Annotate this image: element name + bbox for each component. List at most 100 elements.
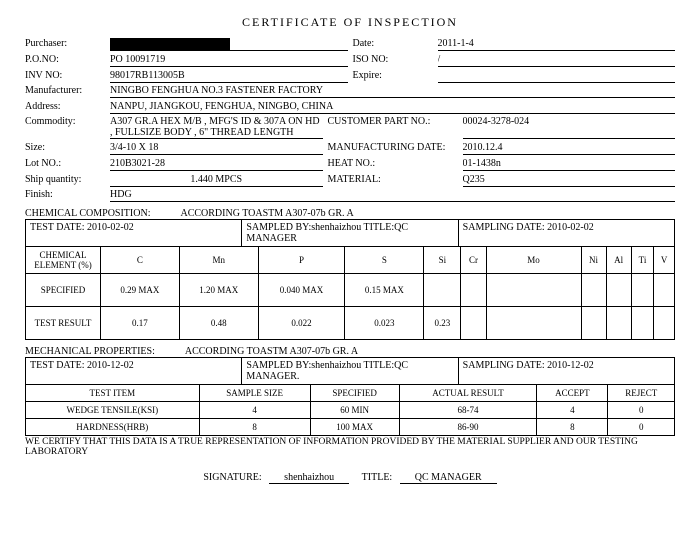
finish-value: HDG <box>110 189 675 202</box>
heatno-value: 01-1438n <box>463 158 676 171</box>
mech-cell: WEDGE TENSILE(KSI) <box>26 402 200 419</box>
commodity-value: A307 GR.A HEX M/B , MFG'S ID & 307A ON H… <box>110 116 323 139</box>
chem-col-header: Al <box>606 247 631 274</box>
chem-cell <box>486 274 581 307</box>
chem-sampledby: SAMPLED BY:shenhaizhou TITLE:QC MANAGER <box>242 220 458 246</box>
mech-testdate: TEST DATE: 2010-12-02 <box>26 358 242 384</box>
chem-cell: 0.040 MAX <box>258 274 345 307</box>
pono-value: PO 10091719 <box>110 54 348 67</box>
mech-subheader: TEST DATE: 2010-12-02 SAMPLED BY:shenhai… <box>25 357 675 384</box>
lotno-label: Lot NO.: <box>25 158 105 171</box>
chem-according: ACCORDING TOASTM A307-07b GR. A <box>180 208 353 219</box>
certification-text: WE CERTIFY THAT THIS DATA IS A TRUE REPR… <box>25 437 675 457</box>
chem-cell <box>631 274 654 307</box>
size-value: 3/4-10 X 18 <box>110 142 323 155</box>
chem-cell <box>606 307 631 340</box>
mech-section-label: MECHANICAL PROPERTIES: <box>25 346 155 357</box>
mech-sampledby: SAMPLED BY:shenhaizhou TITLE:QC MANAGER. <box>242 358 458 384</box>
mech-col-header: TEST ITEM <box>26 385 200 402</box>
heatno-label: HEAT NO.: <box>328 158 458 171</box>
isono-label: ISO NO: <box>353 54 433 67</box>
chem-col-header: S <box>345 247 424 274</box>
mech-col-header: ACCEPT <box>537 385 608 402</box>
mech-cell: 60 MIN <box>310 402 399 419</box>
pono-label: P.O.NO: <box>25 54 105 67</box>
mech-cell: 0 <box>608 419 675 436</box>
mech-col-header: SAMPLE SIZE <box>199 385 310 402</box>
chem-cell <box>581 274 606 307</box>
address-label: Address: <box>25 101 105 114</box>
chem-cell <box>606 274 631 307</box>
mech-cell: 68-74 <box>399 402 537 419</box>
chem-cell <box>424 274 461 307</box>
mech-cell: 86-90 <box>399 419 537 436</box>
signature-label: SIGNATURE: <box>203 472 261 483</box>
chem-cell: 0.17 <box>101 307 180 340</box>
custpart-label: CUSTOMER PART NO.: <box>328 116 458 139</box>
chem-col-header: Mo <box>486 247 581 274</box>
material-value: Q235 <box>463 174 676 187</box>
chem-row-label: TEST RESULT <box>26 307 101 340</box>
chem-testdate: TEST DATE: 2010-02-02 <box>26 220 242 246</box>
title-label: TITLE: <box>362 472 393 483</box>
chem-col-header: Si <box>424 247 461 274</box>
mfgdate-value: 2010.12.4 <box>463 142 676 155</box>
chem-col-header: Cr <box>461 247 486 274</box>
chem-sampdate: SAMPLING DATE: 2010-02-02 <box>459 220 674 246</box>
mech-according: ACCORDING TOASTM A307-07b GR. A <box>185 346 358 357</box>
size-label: Size: <box>25 142 105 155</box>
chem-cell <box>631 307 654 340</box>
chem-col-header: P <box>258 247 345 274</box>
chem-col-header: Ni <box>581 247 606 274</box>
mech-sampdate: SAMPLING DATE: 2010-12-02 <box>459 358 674 384</box>
chem-section-label: CHEMICAL COMPOSITION: <box>25 208 150 219</box>
address-value: NANPU, JIANGKOU, FENGHUA, NINGBO, CHINA <box>110 101 675 114</box>
chem-cell: 0.29 MAX <box>101 274 180 307</box>
isono-value: / <box>438 54 676 67</box>
mech-cell: 8 <box>199 419 310 436</box>
manufacturer-value: NINGBO FENGHUA NO.3 FASTENER FACTORY <box>110 85 675 98</box>
material-label: MATERIAL: <box>328 174 458 187</box>
chem-row-label: SPECIFIED <box>26 274 101 307</box>
commodity-label: Commodity: <box>25 116 105 139</box>
purchaser-label: Purchaser: <box>25 38 105 51</box>
chem-subheader: TEST DATE: 2010-02-02 SAMPLED BY:shenhai… <box>25 219 675 246</box>
mech-cell: 4 <box>199 402 310 419</box>
shipqty-label: Ship quantity: <box>25 174 105 187</box>
mech-col-header: ACTUAL RESULT <box>399 385 537 402</box>
chem-table: CHEMICAL ELEMENT (%)CMnPSSiCrMoNiAlTiVSP… <box>25 246 675 340</box>
expire-value <box>438 70 676 83</box>
invno-label: INV NO: <box>25 70 105 83</box>
mech-col-header: REJECT <box>608 385 675 402</box>
manufacturer-label: Manufacturer: <box>25 85 105 98</box>
lotno-value: 210B3021-28 <box>110 158 323 171</box>
purchaser-value <box>110 38 348 51</box>
chem-cell <box>461 274 486 307</box>
date-value: 2011-1-4 <box>438 38 676 51</box>
custpart-value: 00024-3278-024 <box>463 116 676 139</box>
shipqty-value: 1.440 MPCS <box>110 174 323 187</box>
mech-col-header: SPECIFIED <box>310 385 399 402</box>
chem-cell <box>654 307 675 340</box>
chem-col-header: V <box>654 247 675 274</box>
title-value: QC MANAGER <box>400 472 497 484</box>
chem-cell: 0.23 <box>424 307 461 340</box>
chem-col-header: C <box>101 247 180 274</box>
expire-label: Expire: <box>353 70 433 83</box>
chem-cell <box>581 307 606 340</box>
mech-table: TEST ITEMSAMPLE SIZESPECIFIEDACTUAL RESU… <box>25 384 675 436</box>
chem-cell: 0.023 <box>345 307 424 340</box>
chem-cell: 0.15 MAX <box>345 274 424 307</box>
chem-cell: 0.022 <box>258 307 345 340</box>
chem-cell: 1.20 MAX <box>179 274 258 307</box>
mfgdate-label: MANUFACTURING DATE: <box>328 142 458 155</box>
signature-line: SIGNATURE: shenhaizhou TITLE: QC MANAGER <box>25 472 675 483</box>
chem-cell <box>486 307 581 340</box>
finish-label: Finish: <box>25 189 105 202</box>
mech-cell: HARDNESS(HRB) <box>26 419 200 436</box>
chem-cell <box>654 274 675 307</box>
mech-cell: 0 <box>608 402 675 419</box>
signature-name: shenhaizhou <box>269 472 349 484</box>
doc-title: CERTIFICATE OF INSPECTION <box>25 15 675 30</box>
chem-cell: 0.48 <box>179 307 258 340</box>
